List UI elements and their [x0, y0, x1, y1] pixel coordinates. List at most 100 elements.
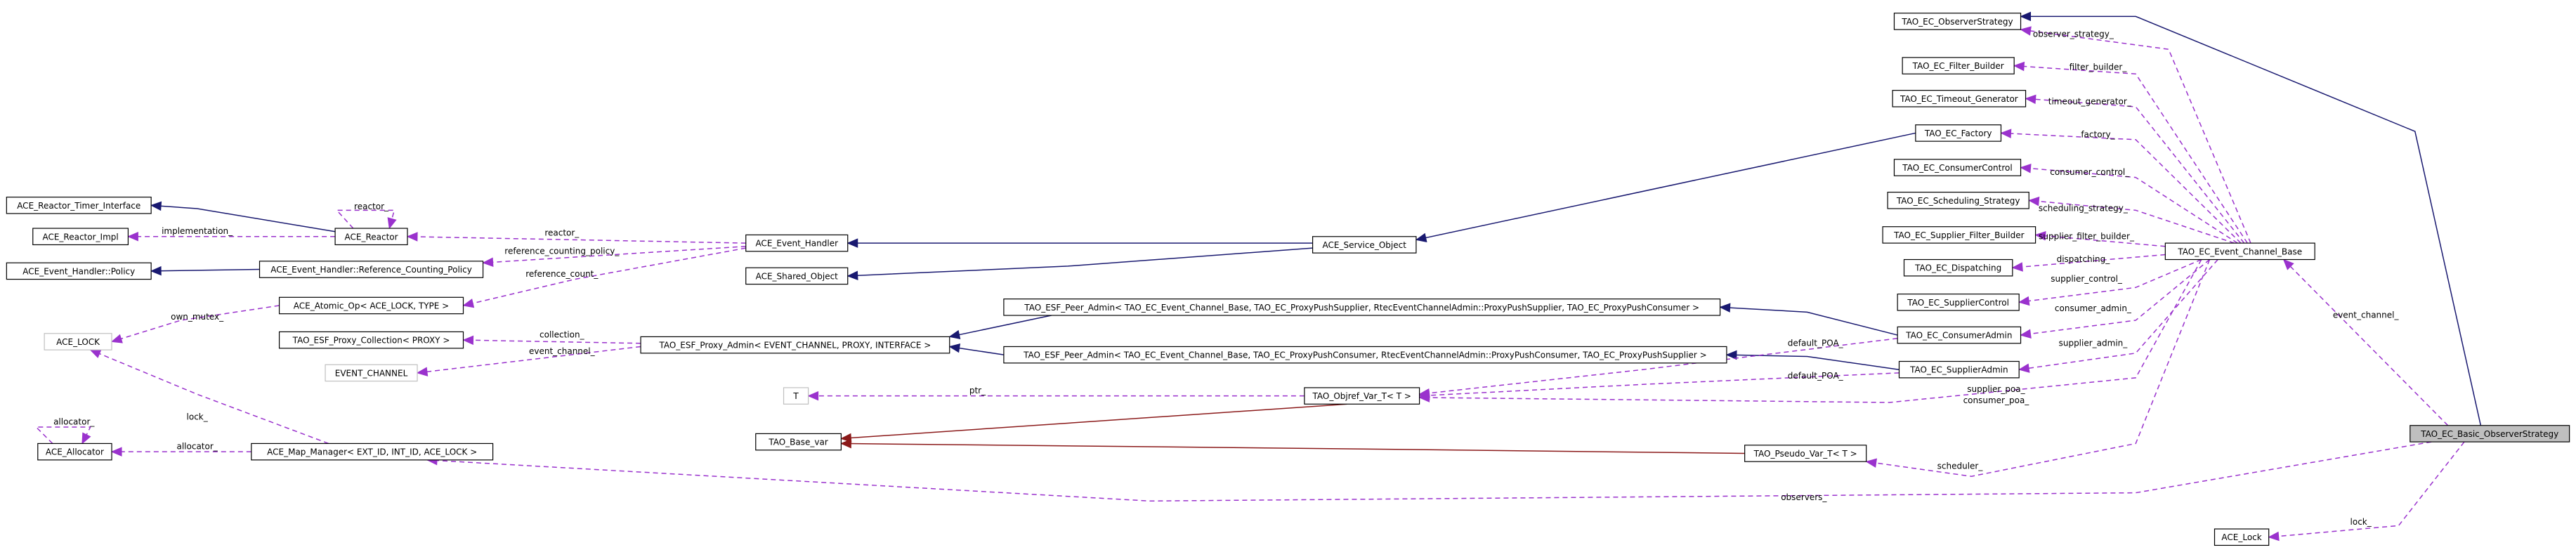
arrowhead — [2268, 531, 2280, 542]
node-box — [1887, 192, 2029, 209]
arrowhead — [840, 438, 851, 449]
arrowhead — [2020, 329, 2032, 339]
edge-label: filter_builder_ — [2070, 62, 2128, 72]
node-box — [2410, 425, 2570, 443]
edge — [1419, 372, 1900, 397]
edge — [2268, 441, 2465, 538]
node-label: TAO_ESF_Proxy_Collection< PROXY > — [292, 336, 450, 346]
arrowhead — [2020, 11, 2032, 22]
edge-label: ptr_ — [969, 386, 986, 395]
node-label: ACE_Event_Handler — [755, 239, 838, 249]
node-label: ACE_Event_Handler::Policy — [22, 266, 135, 276]
arrowhead — [2025, 94, 2036, 105]
edge — [1419, 259, 2202, 403]
node-label: ACE_Map_Manager< EXT_ID, INT_ID, ACE_LOC… — [267, 447, 477, 457]
node-box — [278, 296, 464, 315]
node-label: TAO_EC_SupplierAdmin — [1909, 365, 2008, 375]
edge — [2025, 98, 2245, 244]
edge — [1416, 132, 1916, 241]
node-label: ACE_Lock — [2221, 532, 2261, 542]
edge-label: observers_ — [1781, 492, 1827, 502]
arrowhead — [846, 238, 858, 248]
arrowhead — [462, 335, 474, 346]
arrowhead — [81, 432, 91, 445]
node-box — [6, 262, 152, 280]
node-box — [1893, 13, 2022, 30]
edge-label: consumer_control_ — [2050, 167, 2130, 177]
node-label: TAO_EC_ConsumerControl — [1902, 163, 2012, 173]
edge — [463, 247, 746, 306]
node-label: TAO_Pseudo_Var_T< T > — [1753, 449, 1857, 459]
node-box — [745, 234, 849, 252]
edge-label: scheduler_ — [1937, 461, 1984, 471]
node-box — [1882, 226, 2036, 244]
node-label: ACE_Allocator — [46, 447, 104, 457]
node-label: ACE_Atomic_Op< ACE_LOCK, TYPE > — [294, 301, 449, 310]
edge-label: consumer_poa_ — [1963, 395, 2030, 405]
node-label: TAO_ESF_Proxy_Admin< EVENT_CHANNEL, PROX… — [658, 341, 931, 350]
node-label: ACE_Event_Handler::Reference_Counting_Po… — [270, 265, 472, 275]
node-label: ACE_Reactor_Impl — [42, 232, 118, 242]
edge — [2019, 259, 2218, 370]
node-label: ACE_Service_Object — [1323, 240, 1407, 250]
arrowhead — [2020, 26, 2032, 36]
node-box — [37, 443, 112, 461]
arrowhead — [387, 217, 397, 230]
arrowhead — [406, 232, 418, 242]
node-label: TAO_EC_Event_Channel_Base — [2177, 247, 2302, 256]
node-box — [325, 364, 418, 382]
edge — [2029, 199, 2235, 244]
edge-label: dispatching_ — [2057, 254, 2111, 264]
edge-label: allocator_ — [53, 417, 95, 427]
edge — [2020, 258, 2210, 336]
edge — [2020, 29, 2251, 244]
node-box — [6, 197, 152, 214]
edge — [483, 246, 746, 263]
node-box — [1744, 445, 1867, 462]
arrowhead — [2282, 258, 2294, 270]
node-label: ACE_Reactor_Timer_Interface — [17, 201, 140, 211]
arrowhead — [127, 232, 138, 242]
node-label: TAO_EC_Timeout_Generator — [1900, 94, 2018, 104]
arrowhead — [2011, 262, 2023, 272]
edge-label: lock_ — [187, 412, 209, 422]
edge — [2001, 132, 2242, 244]
node-box — [2164, 242, 2315, 261]
node-box — [1897, 326, 2022, 344]
node-label: TAO_Base_var — [768, 438, 828, 447]
edge-label: scheduling_strategy_ — [2039, 204, 2129, 214]
node-label: TAO_EC_Scheduling_Strategy — [1896, 196, 2020, 206]
node-box — [1003, 346, 1727, 364]
edge — [335, 209, 395, 229]
edge — [1419, 338, 1898, 395]
node-label: TAO_EC_ObserverStrategy — [1901, 17, 2013, 27]
edge-label: default_POA_ — [1788, 338, 1844, 348]
edge — [417, 346, 641, 374]
edge — [1866, 259, 2211, 477]
edge-label: own_mutex_ — [171, 312, 224, 322]
node-label: TAO_Objref_Var_T< T > — [1312, 391, 1411, 401]
arrowhead — [948, 343, 961, 353]
edge-label: supplier_filter_builder_ — [2039, 231, 2135, 241]
node-box — [1003, 299, 1721, 316]
node-label: ACE_LOCK — [56, 337, 100, 347]
arrowhead — [150, 266, 162, 276]
edge-label: event_channel_ — [529, 346, 596, 356]
node-box — [1902, 57, 2015, 74]
edge — [2014, 65, 2248, 244]
node-label: T — [792, 391, 799, 401]
node-label: ACE_Reactor — [344, 232, 398, 242]
node-box — [1312, 236, 1417, 254]
node-label: TAO_EC_Filter_Builder — [1912, 61, 2004, 71]
edge-label: supplier_poa_ — [1967, 384, 2025, 394]
node-label: TAO_EC_ConsumerAdmin — [1905, 331, 2012, 341]
node-label: EVENT_CHANNEL — [335, 368, 408, 378]
edge — [841, 403, 1347, 440]
arrowhead — [2013, 61, 2025, 72]
arrowhead — [89, 349, 102, 358]
edge — [949, 315, 1052, 338]
node-box — [1892, 90, 2027, 107]
node-label: TAO_EC_Factory — [1924, 129, 1992, 138]
node-label: TAO_ESF_Peer_Admin< TAO_EC_Event_Channel… — [1024, 303, 1699, 313]
